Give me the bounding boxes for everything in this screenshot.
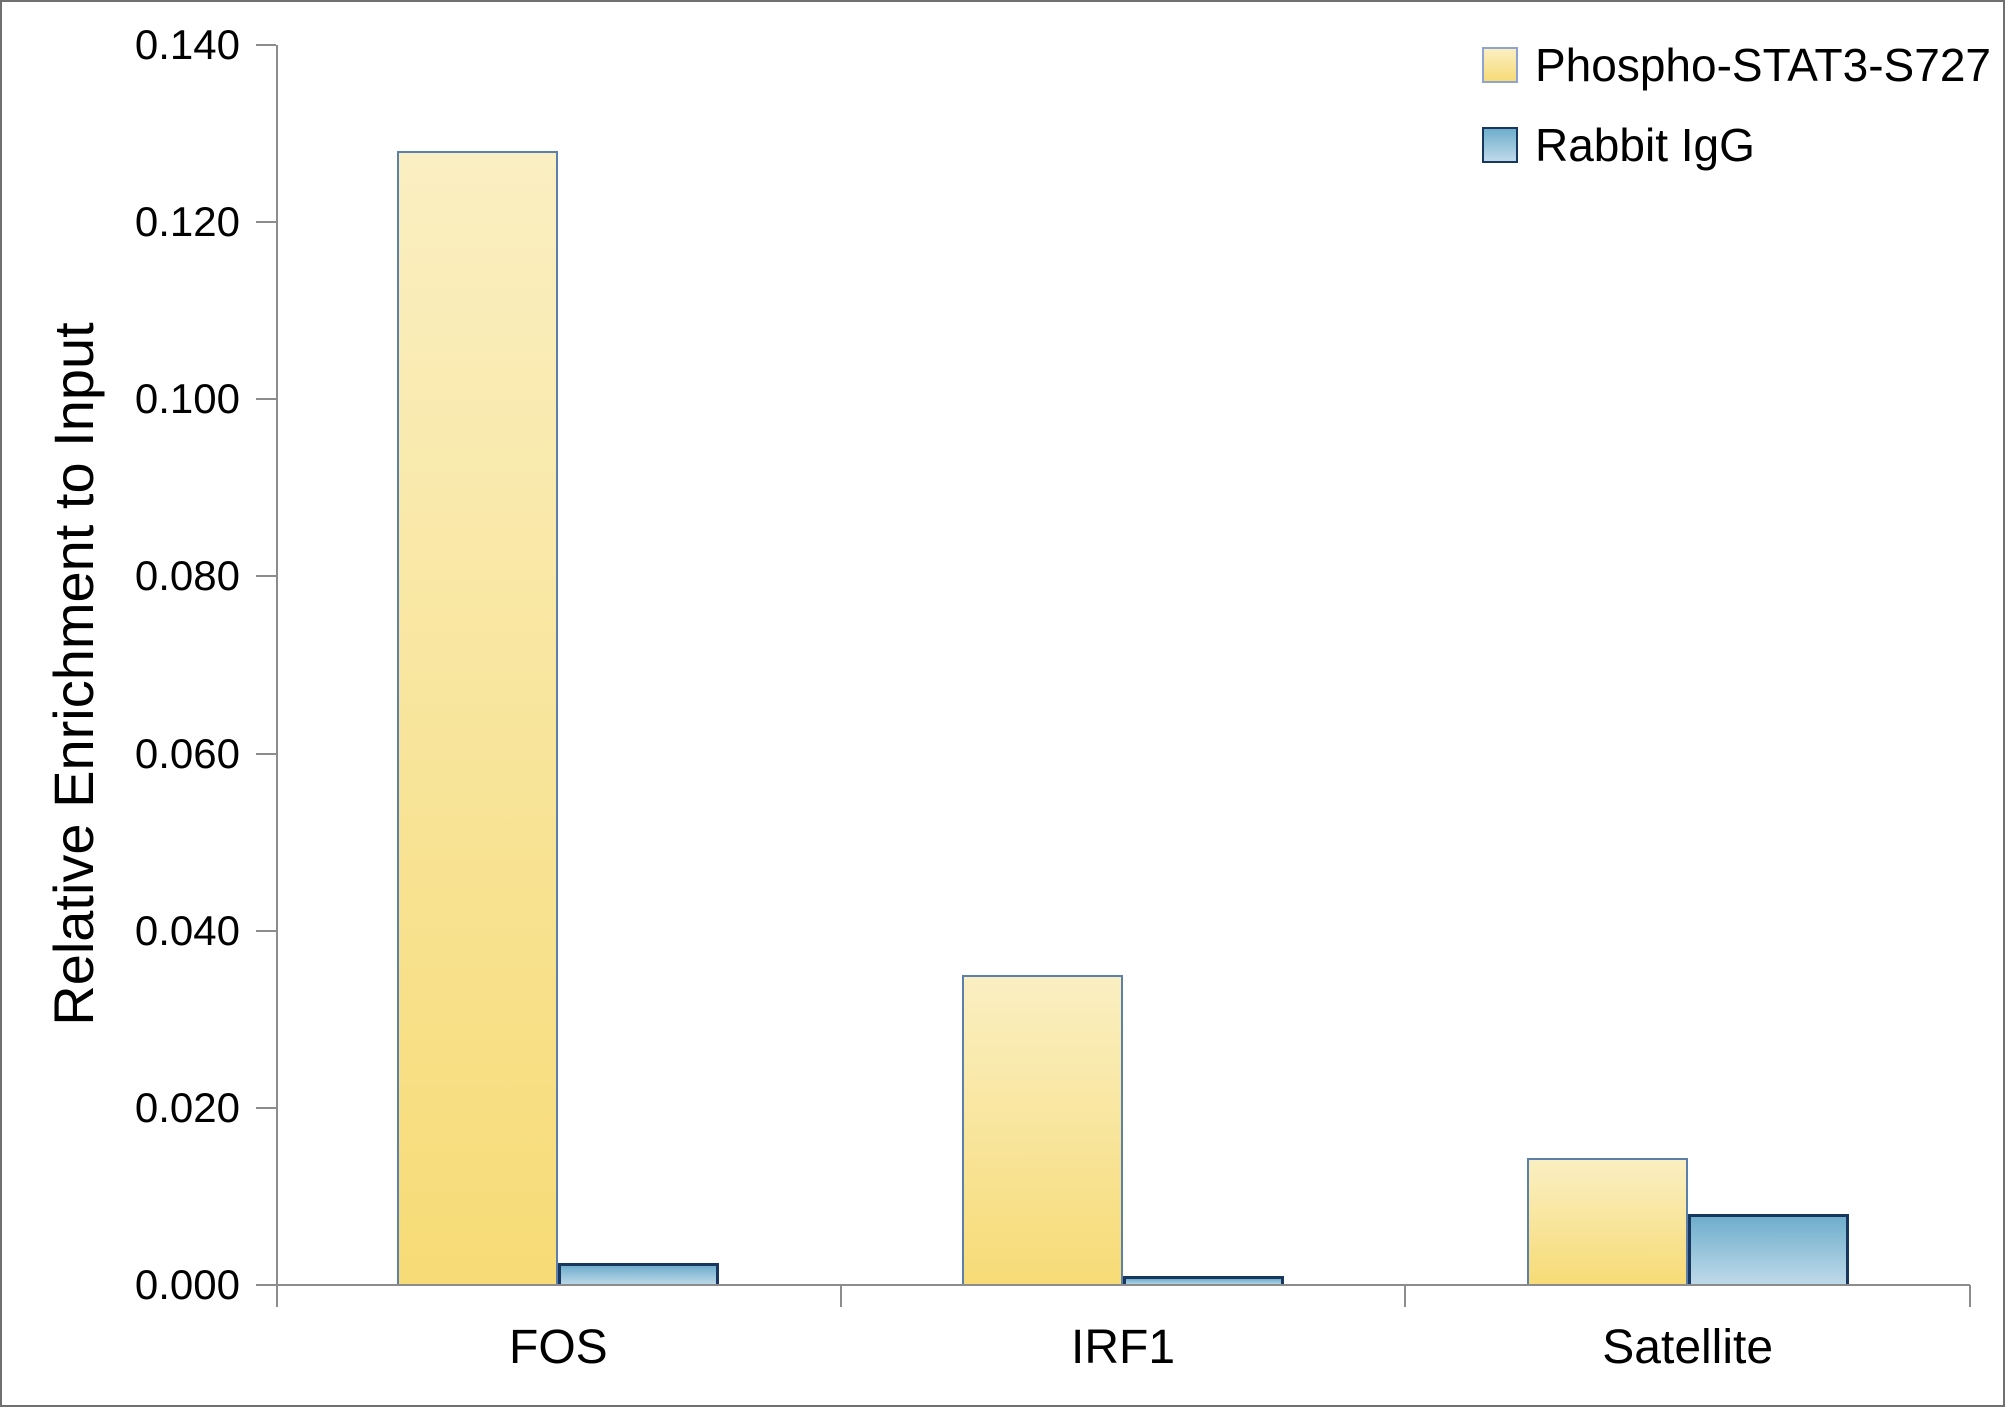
bar-satellite-phospho-stat3-s727 xyxy=(1526,1158,1688,1285)
legend-swatch-phospho-stat3-s727 xyxy=(1482,47,1518,83)
y-tick-label-0.080: 0.080 xyxy=(134,552,240,600)
y-tick-mark-0.060 xyxy=(256,752,276,755)
x-boundary-tick-2 xyxy=(1404,1285,1407,1307)
y-tick-label-0.020: 0.020 xyxy=(134,1083,240,1131)
x-category-label-fos: FOS xyxy=(508,1321,608,1374)
y-tick-mark-0.140 xyxy=(256,44,276,46)
y-tick-mark-0.020 xyxy=(256,1106,276,1109)
y-tick-label-0.040: 0.040 xyxy=(134,906,240,954)
bar-irf1-phospho-stat3-s727 xyxy=(962,975,1123,1285)
legend-entry-phospho-stat3-s727: Phospho-STAT3-S727 xyxy=(1482,42,1991,88)
legend-label-rabbit-igg: Rabbit IgG xyxy=(1535,119,1755,171)
y-tick-mark-0.080 xyxy=(256,575,276,578)
bar-irf1-rabbit-igg xyxy=(1123,1276,1284,1285)
legend-swatch-rabbit-igg xyxy=(1482,127,1518,163)
y-axis-title: Relative Enrichment to Input xyxy=(42,322,105,1026)
y-tick-mark-0.000 xyxy=(256,1284,276,1286)
bar-fos-rabbit-igg xyxy=(558,1262,720,1285)
x-boundary-tick-1 xyxy=(839,1285,842,1307)
legend-entry-rabbit-igg: Rabbit IgG xyxy=(1482,122,1755,168)
y-axis-line xyxy=(276,45,278,1307)
x-category-label-satellite: Satellite xyxy=(1602,1321,1774,1374)
y-tick-label-0.120: 0.120 xyxy=(134,198,240,246)
y-tick-label-0.060: 0.060 xyxy=(134,729,240,777)
y-tick-mark-0.040 xyxy=(256,929,276,932)
legend-label-phospho-stat3-s727: Phospho-STAT3-S727 xyxy=(1535,39,1991,91)
y-tick-mark-0.100 xyxy=(256,398,276,401)
x-category-label-irf1: IRF1 xyxy=(1070,1321,1176,1374)
y-tick-label-0.100: 0.100 xyxy=(134,375,240,423)
y-tick-label-0.140: 0.140 xyxy=(134,21,240,68)
y-tick-mark-0.120 xyxy=(256,221,276,224)
x-boundary-tick-3 xyxy=(1969,1285,1971,1307)
y-tick-label-0.000: 0.000 xyxy=(134,1261,240,1308)
bar-satellite-rabbit-igg xyxy=(1687,1214,1849,1285)
x-axis-line xyxy=(276,1284,1970,1286)
bar-fos-phospho-stat3-s727 xyxy=(397,151,559,1285)
